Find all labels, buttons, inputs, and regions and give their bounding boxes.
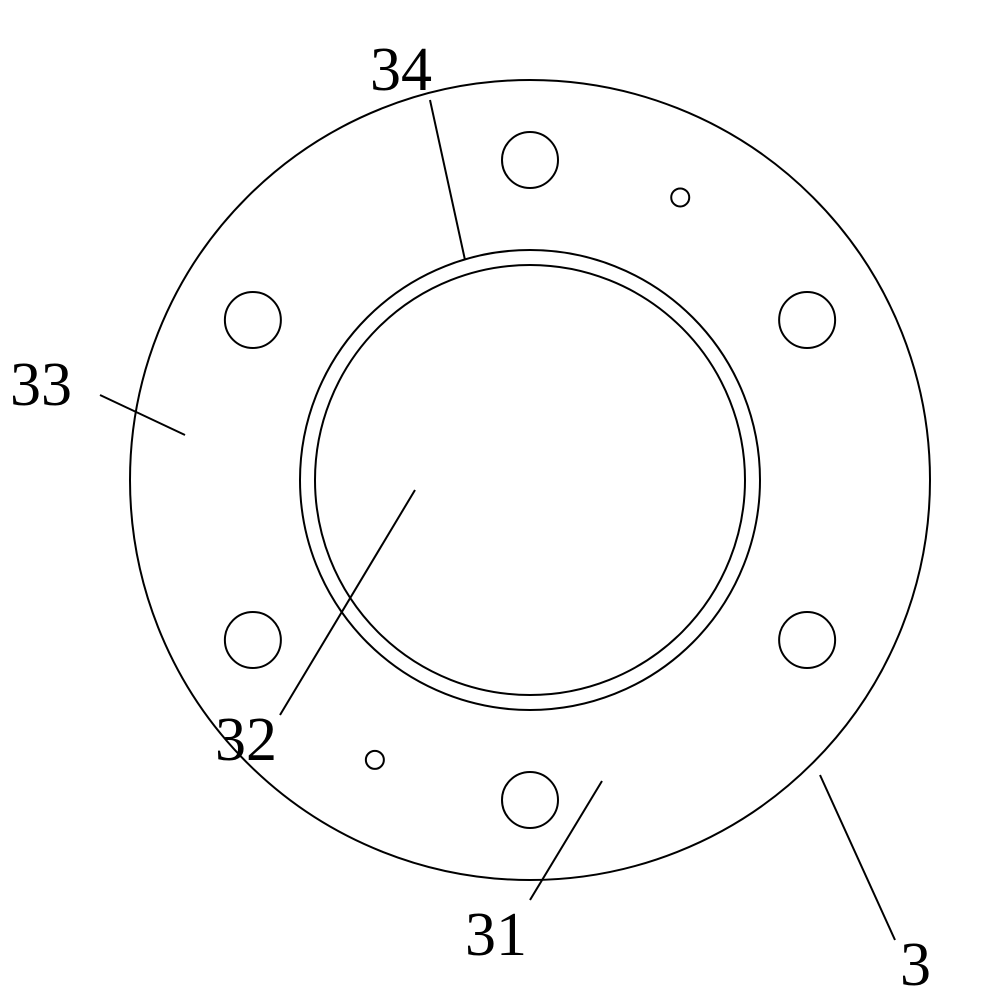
bolt-hole: [779, 292, 835, 348]
inner-ring-outer: [300, 250, 760, 710]
leader-line: [100, 395, 185, 435]
leader-line: [280, 490, 415, 715]
leader-line: [820, 775, 895, 940]
leader-line: [530, 781, 602, 900]
callout-label: 31: [465, 901, 527, 969]
inner-ring-inner: [315, 265, 745, 695]
callout-label: 34: [370, 36, 432, 104]
pin-hole: [366, 751, 384, 769]
pin-hole: [671, 188, 689, 206]
bolt-hole: [225, 612, 281, 668]
bolt-hole: [225, 292, 281, 348]
bolt-hole: [779, 612, 835, 668]
leader-line: [430, 100, 465, 260]
bolt-hole: [502, 772, 558, 828]
callout-label: 3: [900, 931, 931, 999]
callout-label: 33: [10, 351, 72, 419]
callout-label: 32: [215, 706, 277, 774]
bolt-hole: [502, 132, 558, 188]
